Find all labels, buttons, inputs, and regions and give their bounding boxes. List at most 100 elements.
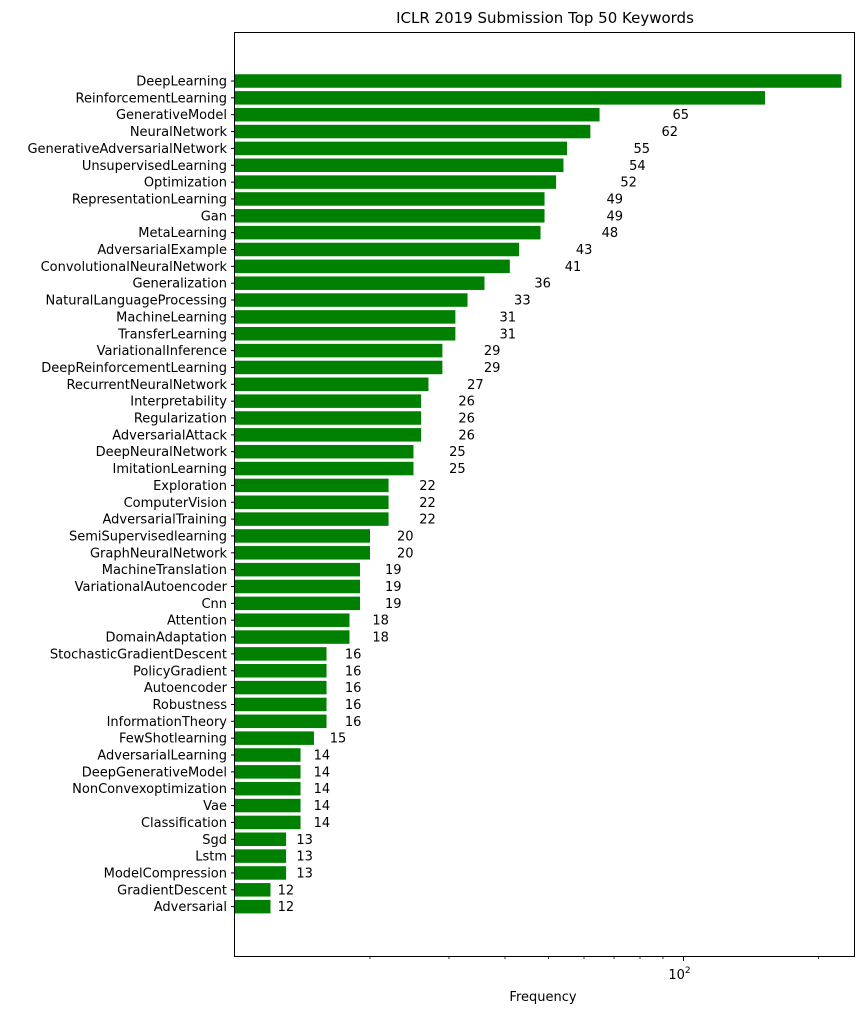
y-tick-label: GradientDescent — [117, 883, 227, 898]
value-label: 26 — [458, 428, 475, 443]
y-tick-label: NeuralNetwork — [130, 125, 228, 140]
y-tick-label: Gan — [201, 209, 227, 224]
y-tick-label: TransferLearning — [117, 327, 227, 342]
x-tick-label-exponent: 2 — [685, 966, 691, 976]
y-tick-label: VariationalInference — [97, 344, 227, 359]
value-label: 48 — [602, 226, 619, 241]
y-tick-label: SemiSupervisedlearning — [69, 529, 227, 544]
value-label: 25 — [449, 462, 466, 477]
value-label: 31 — [499, 310, 516, 325]
bar-neural-network — [235, 124, 591, 139]
y-tick-label: Cnn — [201, 597, 227, 612]
value-label: 62 — [661, 125, 678, 140]
y-tick-label: MachineLearning — [116, 310, 227, 325]
bar-deep-neural-network — [235, 444, 414, 459]
y-tick-label: DomainAdaptation — [105, 631, 227, 646]
bar-deep-learning — [235, 74, 842, 88]
value-label: 27 — [467, 378, 484, 393]
value-label: 22 — [419, 513, 436, 528]
bar-adversarial-learning — [235, 748, 301, 762]
y-tick-label: Regularization — [134, 412, 227, 427]
y-tick-label: Sgd — [202, 833, 227, 848]
value-label: 65 — [672, 108, 689, 123]
value-label: 26 — [458, 395, 475, 410]
bar-sgd — [235, 832, 287, 846]
bar-interpretability — [235, 394, 422, 408]
bars-group: 2251526562555452494948434136333131292927… — [235, 74, 842, 915]
value-label: 13 — [296, 833, 313, 848]
y-tick-label: Attention — [167, 614, 227, 629]
bar-generative-adversarial-network — [235, 141, 568, 156]
y-tick-label: DeepLearning — [136, 75, 227, 90]
y-tick-label: UnsupervisedLearning — [82, 159, 227, 174]
bar-generalization — [235, 276, 485, 290]
value-label: 19 — [385, 563, 402, 578]
value-label: 29 — [484, 361, 501, 376]
value-label: 54 — [629, 159, 646, 174]
bar-reinforcement-learning — [235, 91, 766, 105]
y-tick-label: ConvolutionalNeuralNetwork — [41, 260, 228, 275]
y-tick-label: VariationalAutoencoder — [75, 580, 228, 595]
value-label: 12 — [278, 900, 295, 915]
bar-adversarial-training — [235, 512, 389, 526]
value-label: 14 — [314, 816, 331, 831]
bar-gan — [235, 209, 545, 223]
value-label: 14 — [314, 782, 331, 797]
value-label: 22 — [419, 496, 436, 511]
bar-lstm — [235, 849, 287, 863]
value-label: 33 — [514, 294, 531, 309]
y-tick-label: ModelCompression — [104, 866, 227, 881]
y-tick-label: ReinforcementLearning — [76, 91, 227, 106]
value-label: 16 — [345, 664, 362, 679]
value-label: 14 — [314, 765, 331, 780]
value-label: 19 — [385, 597, 402, 612]
bar-few-shotlearning — [235, 731, 314, 745]
y-tick-label: StochasticGradientDescent — [50, 647, 227, 662]
y-tick-label: FewShotlearning — [119, 732, 227, 747]
bar-robustness — [235, 697, 327, 712]
y-tick-label: GenerativeAdversarialNetwork — [27, 142, 227, 157]
y-tick-label: NonConvexoptimization — [72, 782, 227, 797]
bar-natural-language-processing — [235, 293, 468, 307]
value-label: 16 — [345, 647, 362, 662]
y-tick-label: MachineTranslation — [102, 563, 227, 578]
value-label: 25 — [449, 445, 466, 460]
y-tick-label: Exploration — [153, 479, 227, 494]
value-label: 15 — [330, 732, 347, 747]
value-label: 13 — [296, 866, 313, 881]
bar-unsupervised-learning — [235, 158, 564, 172]
y-tick-label: DeepReinforcementLearning — [41, 361, 227, 376]
y-tick-label: PolicyGradient — [133, 664, 227, 679]
bar-adversarial-example — [235, 242, 520, 257]
y-tick-label: Generalization — [132, 277, 227, 292]
bar-non-convexoptimization — [235, 781, 301, 796]
x-tick-label: 102 — [668, 966, 690, 983]
bar-gradient-descent — [235, 883, 271, 897]
y-tick-label: DeepGenerativeModel — [82, 765, 227, 780]
plot-frame — [234, 32, 855, 957]
value-label: 49 — [606, 192, 623, 207]
bar-regularization — [235, 411, 422, 425]
bar-machine-translation — [235, 562, 361, 577]
value-label: 22 — [419, 479, 436, 494]
value-label: 41 — [565, 260, 582, 275]
value-label: 52 — [620, 176, 637, 191]
y-tick-label: Adversarial — [154, 900, 227, 915]
bar-variational-inference — [235, 343, 443, 358]
bar-stochastic-gradient-descent — [235, 647, 327, 661]
value-label: 16 — [345, 715, 362, 730]
y-tick-label: RecurrentNeuralNetwork — [66, 378, 227, 393]
value-label: 19 — [385, 580, 402, 595]
value-label: 29 — [484, 344, 501, 359]
value-label: 14 — [314, 799, 331, 814]
bar-imitation-learning — [235, 461, 414, 476]
y-tick-label: AdversarialExample — [97, 243, 227, 258]
y-tick-label: ImitationLearning — [112, 462, 227, 477]
bar-representation-learning — [235, 192, 545, 206]
bar-adversarial — [235, 899, 271, 914]
value-label: 26 — [458, 412, 475, 427]
value-label: 43 — [576, 243, 593, 258]
value-label: 12 — [278, 883, 295, 898]
y-tick-label: DeepNeuralNetwork — [96, 445, 228, 460]
